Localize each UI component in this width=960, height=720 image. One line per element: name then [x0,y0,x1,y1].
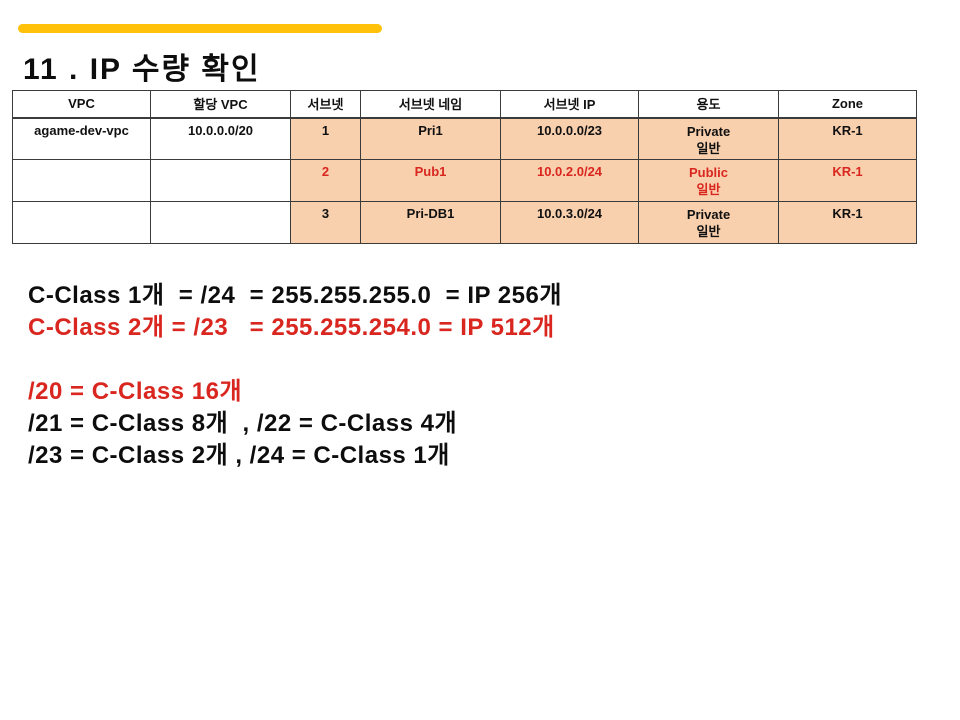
cell-subnet-ip: 10.0.2.0/24 [500,159,639,202]
cell-usage: Public 일반 [638,159,779,202]
cell-subnet-num: 2 [290,159,361,202]
header-subnet: 서브넷 [290,90,361,119]
cell-vpc [12,159,151,202]
note-cclass-2: C-Class 2개 = /23 = 255.255.254.0 = IP 51… [28,314,555,341]
header-vpc: VPC [12,90,151,119]
cell-subnet-num: 1 [290,117,361,160]
note-prefix-23-24: /23 = C-Class 2개 , /24 = C-Class 1개 [28,442,450,469]
header-zone: Zone [778,90,917,119]
cell-subnet-name: Pub1 [360,159,501,202]
table-row: 3 Pri-DB1 10.0.3.0/24 Private 일반 KR-1 [12,201,917,244]
header-subnet-ip: 서브넷 IP [500,90,639,119]
notes-spacer [28,344,562,376]
table-row: 2 Pub1 10.0.2.0/24 Public 일반 KR-1 [12,159,917,202]
cell-cidr [150,201,291,244]
cell-subnet-name: Pri1 [360,117,501,160]
note-prefix-20: /20 = C-Class 16개 [28,378,243,405]
cell-vpc [12,201,151,244]
note-prefix-21-22: /21 = C-Class 8개 , /22 = C-Class 4개 [28,410,458,437]
table-row: agame-dev-vpc 10.0.0.0/20 1 Pri1 10.0.0.… [12,117,917,160]
vpc-subnet-table: VPC 할당 VPC 서브넷 서브넷 네임 서브넷 IP 용도 Zone aga… [12,90,917,244]
page-title: 11 . IP 수량 확인 [23,53,261,86]
title-accent-bar [18,24,382,33]
cell-zone: KR-1 [778,201,917,244]
cell-vpc: agame-dev-vpc [12,117,151,160]
cell-subnet-ip: 10.0.3.0/24 [500,201,639,244]
cell-subnet-ip: 10.0.0.0/23 [500,117,639,160]
cell-usage: Private 일반 [638,117,779,160]
header-subnet-name: 서브넷 네임 [360,90,501,119]
note-cclass-1: C-Class 1개 = /24 = 255.255.255.0 = IP 25… [28,282,562,309]
header-allocated-vpc: 할당 VPC [150,90,291,119]
cell-cidr: 10.0.0.0/20 [150,117,291,160]
cell-usage: Private 일반 [638,201,779,244]
table-header-row: VPC 할당 VPC 서브넷 서브넷 네임 서브넷 IP 용도 Zone [12,90,917,119]
cell-subnet-num: 3 [290,201,361,244]
cell-subnet-name: Pri-DB1 [360,201,501,244]
header-usage: 용도 [638,90,779,119]
cell-zone: KR-1 [778,117,917,160]
notes-block: C-Class 1개 = /24 = 255.255.255.0 = IP 25… [28,280,562,472]
cell-zone: KR-1 [778,159,917,202]
cell-cidr [150,159,291,202]
